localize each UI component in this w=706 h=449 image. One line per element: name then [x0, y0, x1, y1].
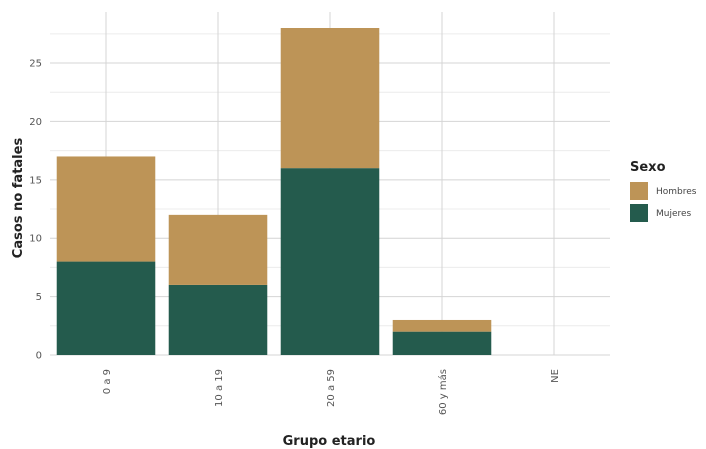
bar-hombres-2: [168, 214, 268, 285]
y-axis-ticks: 0 5 10 15 20 25: [29, 59, 42, 362]
legend-label: Mujeres: [656, 209, 692, 219]
x-tick-label: 10 a 19: [214, 369, 225, 407]
legend-label: Hombres: [656, 187, 697, 197]
legend-swatch: [630, 182, 648, 200]
legend: Sexo Hombres Mujeres: [630, 160, 697, 222]
x-tick-label: 20 a 59: [326, 369, 337, 407]
legend-swatch: [630, 204, 648, 222]
bars: [56, 28, 492, 355]
x-axis-ticks: 0 a 9 10 a 19 20 a 59 60 y más NE: [102, 369, 561, 415]
y-tick-label: 5: [36, 292, 42, 303]
x-tick-label: 60 y más: [437, 369, 449, 415]
y-tick-label: 20: [29, 117, 42, 128]
bar-mujeres-3: [280, 168, 380, 355]
bar-mujeres-2: [168, 284, 268, 355]
x-axis-title: Grupo etario: [283, 434, 376, 449]
y-axis-title: Casos no fatales: [11, 138, 26, 259]
bar-hombres-4: [392, 319, 492, 332]
y-tick-label: 10: [29, 234, 42, 245]
x-tick-label: 0 a 9: [102, 369, 113, 394]
x-tick-label: NE: [550, 369, 561, 383]
bar-mujeres-1: [56, 261, 156, 355]
y-tick-label: 0: [36, 351, 42, 362]
y-tick-label: 25: [29, 59, 42, 70]
bar-hombres-3: [280, 28, 380, 169]
bar-mujeres-4: [392, 331, 492, 355]
legend-title: Sexo: [630, 160, 666, 175]
y-tick-label: 15: [29, 175, 42, 186]
bar-hombres-1: [56, 156, 156, 262]
